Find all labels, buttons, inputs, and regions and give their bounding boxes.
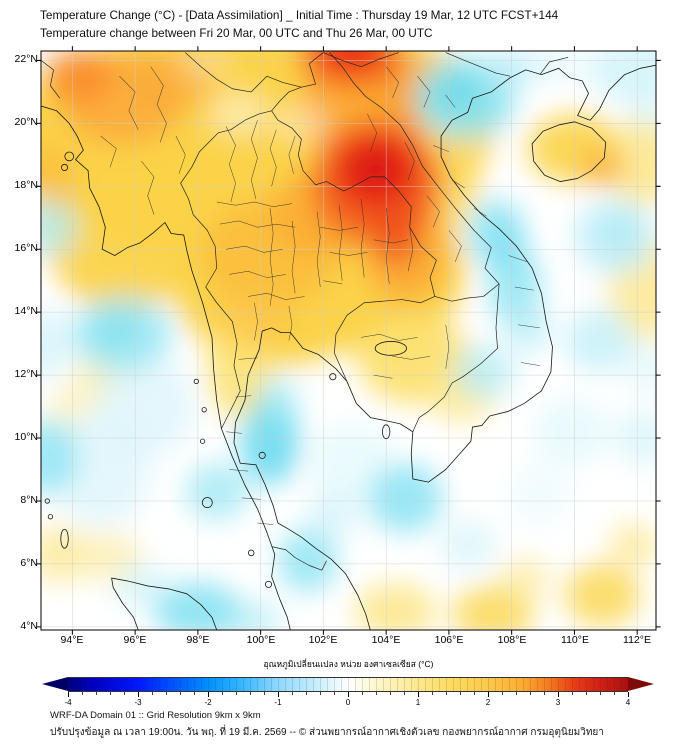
- page-subtitle: Temperature change between Fri 20 Mar, 0…: [40, 26, 433, 40]
- page-title: Temperature Change (°C) - [Data Assimila…: [40, 8, 559, 22]
- colorbar-major-ticks: [68, 692, 629, 697]
- lat-tick-label: 4°N: [20, 620, 38, 632]
- colorbar-tick-label: 3: [555, 698, 561, 707]
- lat-tick-label: 20°N: [14, 116, 38, 128]
- temperature-field: [41, 51, 656, 630]
- lon-tick-label: 104°E: [371, 634, 401, 646]
- colorbar-max-arrow: [628, 677, 654, 691]
- axis-ticks: [36, 46, 661, 635]
- colorbar-tick-label: 0: [345, 698, 351, 707]
- map-frame: [40, 50, 657, 631]
- coastlines: [41, 64, 656, 630]
- colorbar-tick-label: -3: [134, 698, 142, 707]
- colorbar-min-arrow: [42, 677, 68, 691]
- graticule-grid: [41, 50, 656, 630]
- colorbar-tick-label: -1: [274, 698, 282, 707]
- lon-tick-label: 102°E: [308, 634, 338, 646]
- colorbar-gradient: [68, 677, 628, 692]
- lat-tick-label: 8°N: [20, 494, 38, 506]
- province-boundaries: [100, 66, 540, 525]
- lat-tick-label: 14°N: [14, 305, 38, 317]
- lat-tick-label: 6°N: [20, 557, 38, 569]
- lat-tick-label: 10°N: [14, 431, 38, 443]
- colorbar-tick-label: 2: [485, 698, 491, 707]
- lon-tick-label: 96°E: [123, 634, 147, 646]
- colorbar-title: อุณหภูมิเปลี่ยนแปลง หน่วย องศาเซลเซียส (…: [263, 659, 434, 669]
- colorbar-tick-label: -2: [204, 698, 212, 707]
- map-canvas: [36, 46, 661, 635]
- lon-tick-label: 98°E: [186, 634, 210, 646]
- colorbar-tick-label: 4: [625, 698, 631, 707]
- country-borders: [41, 52, 569, 571]
- colorbar-tick-label: 1: [415, 698, 421, 707]
- footer-credit-info: ปรับปรุงข้อมูล ณ เวลา 19:00น. วัน พฤ. ที…: [50, 727, 604, 738]
- lat-tick-label: 22°N: [14, 53, 38, 65]
- lat-tick-label: 16°N: [14, 242, 38, 254]
- colorbar-tick-label: -4: [64, 698, 72, 707]
- lon-tick-label: 110°E: [561, 634, 589, 646]
- footer-domain-info: WRF-DA Domain 01 :: Grid Resolution 9km …: [50, 710, 261, 721]
- lon-tick-label: 94°E: [60, 634, 84, 646]
- lon-tick-label: 108°E: [497, 634, 527, 646]
- lon-tick-label: 112°E: [623, 634, 651, 646]
- lon-tick-label: 100°E: [246, 634, 276, 646]
- lat-tick-label: 12°N: [14, 368, 38, 380]
- lon-tick-label: 106°E: [434, 634, 464, 646]
- lat-tick-label: 18°N: [14, 179, 38, 191]
